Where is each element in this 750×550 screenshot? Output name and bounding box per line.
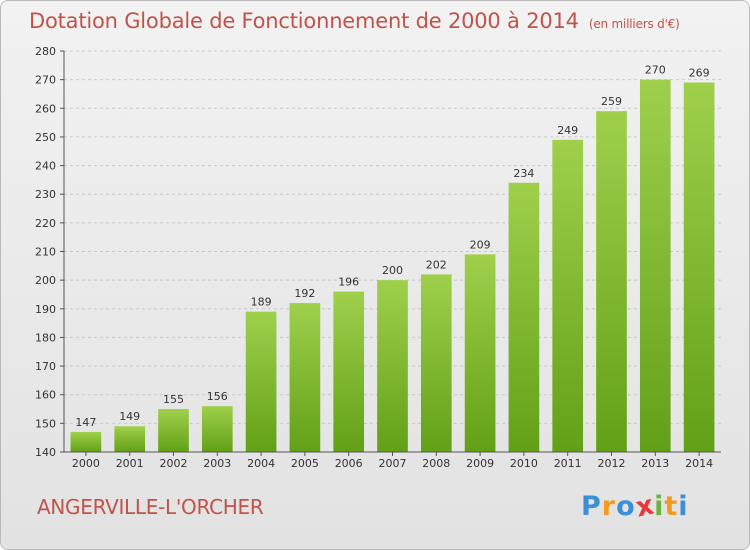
x-tick-label-2014: 2014 xyxy=(685,457,713,470)
bar-2014[interactable] xyxy=(683,82,715,452)
bar-2000[interactable] xyxy=(70,431,102,452)
value-label-2008: 202 xyxy=(426,258,447,271)
chart-subtitle: (en milliers d'€) xyxy=(588,17,680,31)
logo-letter: i xyxy=(678,491,689,522)
x-tick-label-2011: 2011 xyxy=(554,457,582,470)
y-tick-label: 170 xyxy=(35,360,56,373)
chart-title-text: Dotation Globale de Fonctionnement de 20… xyxy=(29,9,579,33)
y-tick-label: 270 xyxy=(35,74,56,87)
bar-2003[interactable] xyxy=(201,406,233,452)
x-tick-label-2000: 2000 xyxy=(72,457,100,470)
value-label-2002: 155 xyxy=(163,393,184,406)
logo-letter: o xyxy=(616,491,636,522)
x-tick-label-2009: 2009 xyxy=(466,457,494,470)
bar-2008[interactable] xyxy=(420,274,452,452)
value-label-2010: 234 xyxy=(513,167,534,180)
x-tick-label-2008: 2008 xyxy=(422,457,450,470)
value-label-2004: 189 xyxy=(251,296,272,309)
bars xyxy=(70,79,715,453)
bar-2002[interactable] xyxy=(158,409,189,452)
x-tick-label-2013: 2013 xyxy=(641,457,669,470)
value-label-2005: 192 xyxy=(294,287,315,300)
x-axis: 2000 2001 2002 2003 2004 2005 2006 2007 2008 2009… xyxy=(64,451,721,470)
y-axis: 140 150 160 170 180 190 200 210 220 230 240 250 260 2… xyxy=(35,45,65,459)
bar-2010[interactable] xyxy=(508,182,540,452)
value-label-2014: 269 xyxy=(689,67,710,80)
x-tick-label-2001: 2001 xyxy=(116,457,144,470)
x-tick-label-2006: 2006 xyxy=(335,457,363,470)
y-tick-label: 280 xyxy=(35,45,56,58)
bar-2009[interactable] xyxy=(464,254,496,452)
bar-2005[interactable] xyxy=(289,303,321,452)
logo-letter: i xyxy=(654,491,665,522)
y-tick-label: 140 xyxy=(35,446,56,459)
x-tick-label-2004: 2004 xyxy=(247,457,275,470)
proxiti-logo[interactable]: Proxiti xyxy=(581,489,689,523)
bar-2001[interactable] xyxy=(114,426,146,452)
value-label-2007: 200 xyxy=(382,264,403,277)
commune-name: ANGERVILLE-L'ORCHER xyxy=(37,495,264,519)
bar-2011[interactable] xyxy=(552,139,584,453)
logo-letter: r xyxy=(601,491,617,522)
y-tick-label: 260 xyxy=(35,102,56,115)
x-tick-label-2003: 2003 xyxy=(203,457,231,470)
value-label-2000: 147 xyxy=(75,416,96,429)
value-label-2011: 249 xyxy=(557,124,578,137)
y-tick-label: 180 xyxy=(35,331,56,344)
bar-2004[interactable] xyxy=(245,311,277,452)
bar-2006[interactable] xyxy=(333,291,365,452)
value-label-2009: 209 xyxy=(470,238,491,251)
bar-2013[interactable] xyxy=(639,79,671,453)
logo-letter: P xyxy=(581,491,602,522)
y-tick-label: 230 xyxy=(35,188,56,201)
value-label-2006: 196 xyxy=(338,276,359,289)
y-tick-label: 190 xyxy=(35,303,56,316)
bar-2007[interactable] xyxy=(377,280,408,452)
y-tick-label: 160 xyxy=(35,389,56,402)
x-tick-label-2010: 2010 xyxy=(510,457,538,470)
y-tick-label: 220 xyxy=(35,217,56,230)
value-label-2003: 156 xyxy=(207,390,228,403)
x-tick-label-2012: 2012 xyxy=(598,457,626,470)
y-tick-label: 200 xyxy=(35,274,56,287)
value-label-2001: 149 xyxy=(119,410,140,423)
x-tick-label-2002: 2002 xyxy=(160,457,188,470)
x-tick-label-2007: 2007 xyxy=(379,457,407,470)
y-tick-label: 150 xyxy=(35,417,56,430)
value-label-2013: 270 xyxy=(645,64,666,77)
value-label-2012: 259 xyxy=(601,95,622,108)
x-tick-label-2005: 2005 xyxy=(291,457,319,470)
bar-2012[interactable] xyxy=(596,111,627,453)
value-labels: 147 149 155 156 189 192 196 200 202 209 234 249 259 2… xyxy=(75,64,709,429)
y-tick-label: 250 xyxy=(35,131,56,144)
logo-letter: t xyxy=(664,491,679,522)
chart-title: Dotation Globale de Fonctionnement de 20… xyxy=(29,9,680,33)
y-tick-label: 210 xyxy=(35,246,56,259)
y-tick-label: 240 xyxy=(35,160,56,173)
